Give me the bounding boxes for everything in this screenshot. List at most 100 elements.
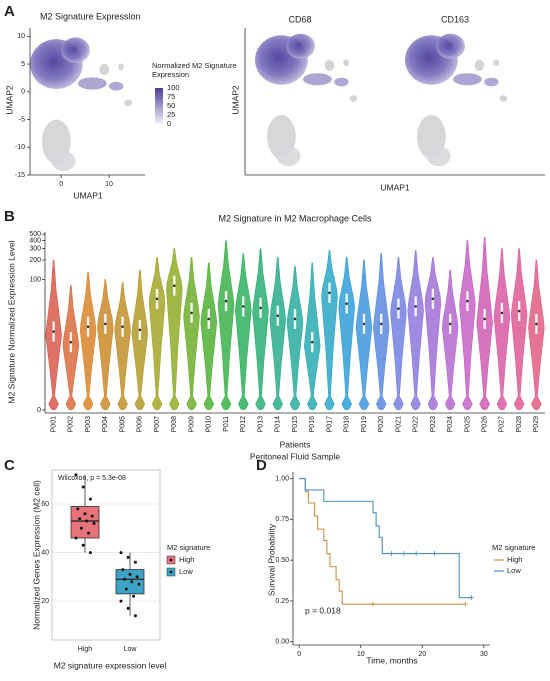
umap-cluster — [77, 77, 107, 90]
x-tick-label: Low — [124, 646, 138, 653]
violin — [200, 262, 218, 411]
x-tick-label: P005 — [119, 416, 126, 432]
colorbar-label: 100 — [167, 83, 180, 92]
violin — [79, 271, 97, 411]
violin — [510, 248, 528, 411]
annotation: p = 0.018 — [305, 605, 341, 615]
x-tick-label: P008 — [171, 416, 178, 432]
median-dot — [310, 340, 314, 344]
umap-cluster — [109, 81, 124, 91]
violin — [217, 240, 235, 411]
umap-cluster — [118, 63, 124, 71]
median-dot — [397, 307, 400, 310]
median-dot — [173, 284, 176, 288]
y-tick-label: 0.75 — [275, 516, 289, 523]
data-point — [119, 551, 123, 555]
violin — [166, 248, 183, 411]
data-point — [87, 531, 91, 535]
umap-cluster — [453, 73, 482, 86]
y-tick-label: 0.00 — [275, 639, 289, 646]
y-tick-label: -15 — [15, 172, 25, 179]
violin — [459, 240, 476, 411]
censor-mark — [432, 551, 438, 557]
legend-label: Low — [507, 566, 521, 575]
umap-cluster — [324, 60, 335, 71]
colorbar-label: 50 — [167, 101, 175, 110]
censor-mark — [401, 551, 407, 557]
data-point — [88, 551, 92, 555]
data-point — [126, 555, 130, 559]
legend-label: Low — [179, 567, 193, 576]
umap-cluster — [124, 99, 133, 107]
violin — [286, 265, 304, 411]
data-point — [76, 507, 80, 511]
umap-cluster — [334, 77, 349, 87]
annotation: Wilcoxon, p = 5.3e-08 — [58, 475, 126, 482]
median-dot — [121, 325, 124, 329]
survival-curve — [299, 477, 472, 599]
y-axis-label: UMAP2 — [230, 85, 240, 115]
y-tick-label: 400 — [29, 237, 41, 244]
x-tick-label: P006 — [137, 416, 144, 432]
data-point — [78, 517, 82, 521]
median-dot — [448, 322, 452, 326]
y-tick-label: -5 — [19, 116, 25, 123]
censor-mark — [413, 551, 419, 557]
y-axis-label: UMAP2 — [4, 85, 14, 115]
x-tick-label: P018 — [344, 416, 351, 432]
x-tick-label: P009 — [188, 416, 195, 432]
median-dot — [362, 322, 366, 326]
x-tick-label: P020 — [378, 416, 385, 432]
chart-title: M2 Signature in M2 Macrophage Cells — [218, 213, 372, 223]
x-tick-label: P026 — [481, 416, 488, 432]
umap-cluster — [426, 146, 451, 167]
y-tick-label: 0 — [21, 89, 25, 96]
x-axis-label: UMAP1 — [380, 182, 410, 192]
umap-cloud — [405, 33, 508, 167]
violin — [355, 259, 373, 411]
x-tick-label: 20 — [418, 651, 426, 658]
survival-curve — [299, 477, 466, 605]
median-dot — [328, 291, 331, 295]
colorbar-label: 25 — [167, 110, 175, 119]
y-tick-label: 500 — [29, 231, 41, 238]
violin — [148, 257, 166, 411]
x-tick-label: P025 — [464, 416, 471, 432]
x-axis-label: M2 signature expression level — [54, 660, 167, 670]
violin — [321, 250, 338, 411]
median-dot — [483, 317, 486, 321]
umap-cluster — [436, 33, 465, 59]
median-dot — [517, 309, 521, 313]
violin — [407, 250, 424, 411]
subtitle: Peritoneal Fluid Sample — [250, 451, 341, 461]
x-tick-label: P007 — [154, 416, 161, 432]
x-tick-label: P027 — [499, 416, 506, 432]
umap-cloud — [30, 37, 133, 172]
violin — [114, 282, 131, 411]
y-tick-label: 5 — [21, 61, 25, 68]
x-tick-label: P029 — [533, 416, 540, 432]
censor-mark — [469, 595, 475, 601]
violin — [252, 248, 269, 411]
violin — [493, 248, 511, 411]
panel-label: C — [4, 457, 15, 474]
umap-cloud — [255, 33, 358, 167]
violin — [424, 257, 442, 411]
x-tick-label: High — [78, 646, 93, 653]
median-dot — [345, 302, 349, 305]
umap-cluster — [493, 59, 500, 67]
violin — [235, 253, 252, 411]
x-axis-label: Patients — [280, 439, 311, 449]
data-point — [123, 577, 127, 581]
data-point — [135, 575, 139, 579]
median-dot — [535, 322, 538, 326]
data-point — [74, 536, 78, 540]
umap-cluster — [303, 73, 332, 86]
x-tick-label: 30 — [480, 651, 488, 658]
x-tick-label: P023 — [430, 416, 437, 432]
y-tick-label: 100 — [29, 276, 41, 283]
legend-title: M2 signature — [492, 543, 535, 552]
colorbar-label: 0 — [167, 119, 171, 128]
x-tick-label: P019 — [361, 416, 368, 432]
